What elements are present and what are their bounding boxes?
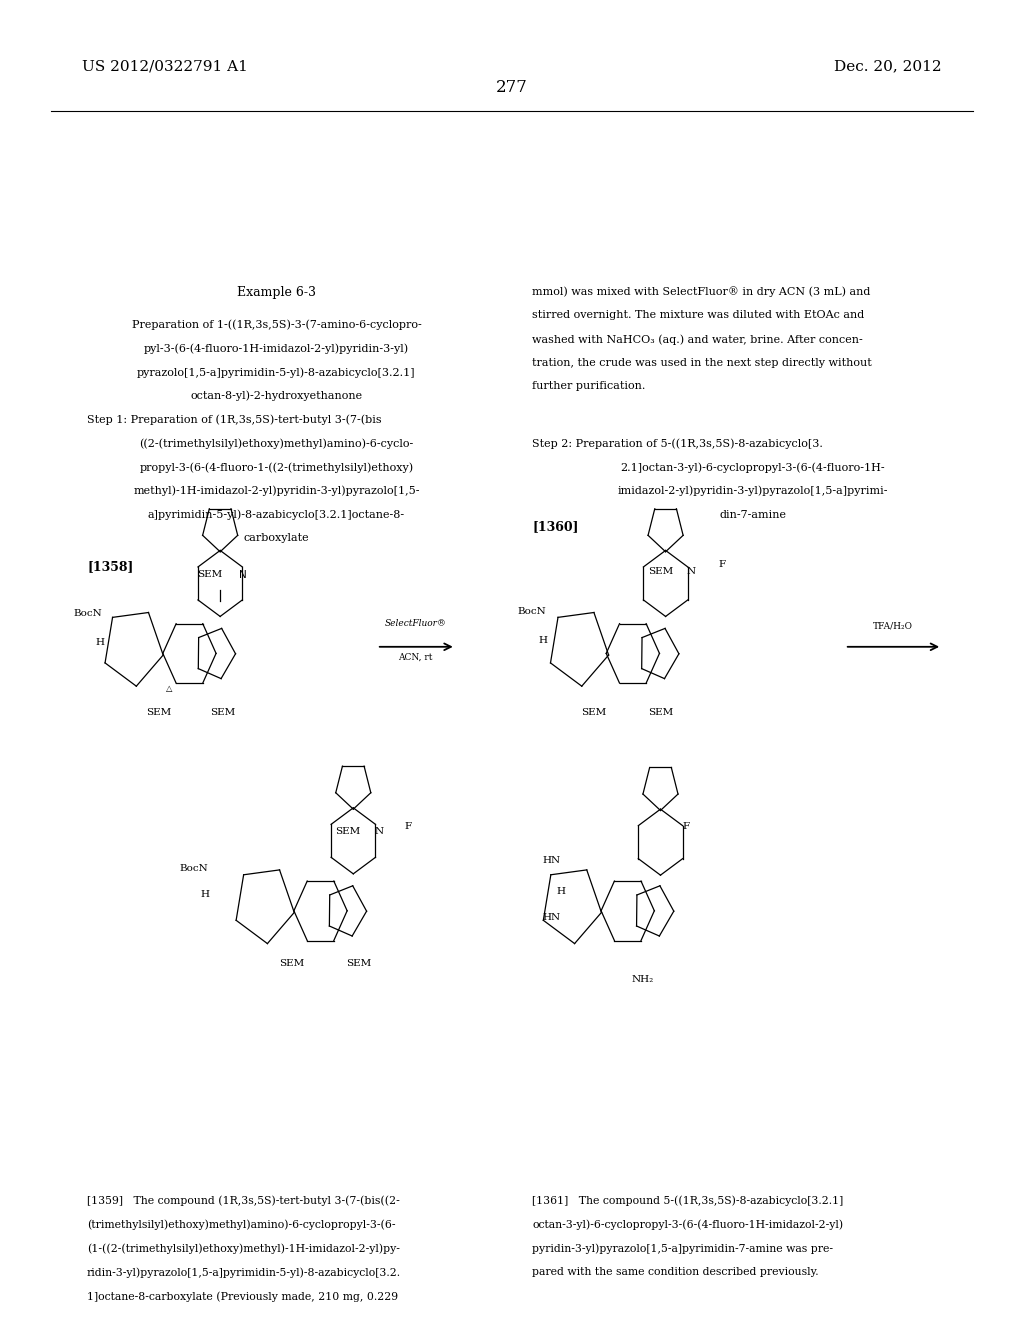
Text: SEM: SEM — [280, 960, 304, 968]
Text: HN: HN — [543, 857, 561, 865]
Text: US 2012/0322791 A1: US 2012/0322791 A1 — [82, 59, 248, 74]
Text: (1-((2-(trimethylsilyl)ethoxy)methyl)-1H-imidazol-2-yl)py-: (1-((2-(trimethylsilyl)ethoxy)methyl)-1H… — [87, 1243, 400, 1254]
Text: SEM: SEM — [582, 709, 606, 717]
Text: further purification.: further purification. — [532, 381, 646, 392]
Text: NH₂: NH₂ — [632, 975, 654, 983]
Text: Step 2: Preparation of 5-((1R,3s,5S)-8-azabicyclo[3.: Step 2: Preparation of 5-((1R,3s,5S)-8-a… — [532, 438, 823, 449]
Text: SEM: SEM — [346, 960, 371, 968]
Text: carboxylate: carboxylate — [244, 533, 309, 544]
Text: (trimethylsilyl)ethoxy)methyl)amino)-6-cyclopropyl-3-(6-: (trimethylsilyl)ethoxy)methyl)amino)-6-c… — [87, 1220, 395, 1230]
Text: SEM: SEM — [211, 709, 236, 717]
Text: F: F — [404, 822, 411, 830]
Text: tration, the crude was used in the next step directly without: tration, the crude was used in the next … — [532, 358, 872, 368]
Text: pared with the same condition described previously.: pared with the same condition described … — [532, 1267, 819, 1278]
Text: H: H — [539, 636, 547, 644]
Text: [1361]   The compound 5-((1R,3s,5S)-8-azabicyclo[3.2.1]: [1361] The compound 5-((1R,3s,5S)-8-azab… — [532, 1196, 844, 1206]
Text: 1]octane-8-carboxylate (Previously made, 210 mg, 0.229: 1]octane-8-carboxylate (Previously made,… — [87, 1291, 398, 1302]
Text: imidazol-2-yl)pyridin-3-yl)pyrazolo[1,5-a]pyrimi-: imidazol-2-yl)pyridin-3-yl)pyrazolo[1,5-… — [617, 486, 888, 496]
Text: TFA/H₂O: TFA/H₂O — [872, 622, 913, 631]
Text: ((2-(trimethylsilyl)ethoxy)methyl)amino)-6-cyclo-: ((2-(trimethylsilyl)ethoxy)methyl)amino)… — [139, 438, 414, 449]
Text: pyridin-3-yl)pyrazolo[1,5-a]pyrimidin-7-amine was pre-: pyridin-3-yl)pyrazolo[1,5-a]pyrimidin-7-… — [532, 1243, 834, 1254]
Text: washed with NaHCO₃ (aq.) and water, brine. After concen-: washed with NaHCO₃ (aq.) and water, brin… — [532, 334, 863, 345]
Text: methyl)-1H-imidazol-2-yl)pyridin-3-yl)pyrazolo[1,5-: methyl)-1H-imidazol-2-yl)pyridin-3-yl)py… — [133, 486, 420, 496]
Text: BocN: BocN — [517, 607, 546, 615]
Text: pyrazolo[1,5-a]pyrimidin-5-yl)-8-azabicyclo[3.2.1]: pyrazolo[1,5-a]pyrimidin-5-yl)-8-azabicy… — [137, 367, 416, 378]
Text: propyl-3-(6-(4-fluoro-1-((2-(trimethylsilyl)ethoxy): propyl-3-(6-(4-fluoro-1-((2-(trimethylsi… — [139, 462, 414, 473]
Text: BocN: BocN — [179, 865, 208, 873]
Text: din-7-amine: din-7-amine — [719, 510, 786, 520]
Text: octan-8-yl)-2-hydroxyethanone: octan-8-yl)-2-hydroxyethanone — [190, 391, 362, 401]
Text: ACN, rt: ACN, rt — [398, 653, 433, 663]
Text: mmol) was mixed with SelectFluor® in dry ACN (3 mL) and: mmol) was mixed with SelectFluor® in dry… — [532, 286, 870, 297]
Text: [1358]: [1358] — [87, 560, 133, 573]
Text: pyl-3-(6-(4-fluoro-1H-imidazol-2-yl)pyridin-3-yl): pyl-3-(6-(4-fluoro-1H-imidazol-2-yl)pyri… — [144, 343, 409, 354]
Text: SEM: SEM — [336, 828, 360, 836]
Text: Dec. 20, 2012: Dec. 20, 2012 — [835, 59, 942, 74]
Text: ridin-3-yl)pyrazolo[1,5-a]pyrimidin-5-yl)-8-azabicyclo[3.2.: ridin-3-yl)pyrazolo[1,5-a]pyrimidin-5-yl… — [87, 1267, 401, 1278]
Text: [1359]   The compound (1R,3s,5S)-tert-butyl 3-(7-(bis((2-: [1359] The compound (1R,3s,5S)-tert-buty… — [87, 1196, 399, 1206]
Text: [1360]: [1360] — [532, 520, 579, 533]
Text: △: △ — [166, 685, 172, 693]
Text: N: N — [687, 568, 695, 576]
Text: a]pyrimidin-5-yl)-8-azabicyclo[3.2.1]octane-8-: a]pyrimidin-5-yl)-8-azabicyclo[3.2.1]oct… — [147, 510, 406, 520]
Text: H: H — [201, 891, 209, 899]
Text: H: H — [96, 639, 104, 647]
Text: octan-3-yl)-6-cyclopropyl-3-(6-(4-fluoro-1H-imidazol-2-yl): octan-3-yl)-6-cyclopropyl-3-(6-(4-fluoro… — [532, 1220, 844, 1230]
Text: Preparation of 1-((1R,3s,5S)-3-(7-amino-6-cyclopro-: Preparation of 1-((1R,3s,5S)-3-(7-amino-… — [132, 319, 421, 330]
Text: $\mathsf{N}$: $\mathsf{N}$ — [239, 568, 247, 581]
Text: N: N — [375, 828, 383, 836]
Text: Example 6-3: Example 6-3 — [237, 286, 316, 300]
Text: SEM: SEM — [648, 568, 673, 576]
Text: H: H — [557, 887, 565, 895]
Text: SEM: SEM — [198, 570, 222, 578]
Text: Step 1: Preparation of (1R,3s,5S)-tert-butyl 3-(7-(bis: Step 1: Preparation of (1R,3s,5S)-tert-b… — [87, 414, 382, 425]
Text: 277: 277 — [496, 79, 528, 96]
Text: F: F — [683, 822, 689, 830]
Text: SEM: SEM — [146, 709, 171, 717]
Text: HN: HN — [543, 913, 561, 921]
Text: F: F — [719, 561, 725, 569]
Text: SelectFluor®: SelectFluor® — [385, 619, 446, 628]
Text: SEM: SEM — [648, 709, 673, 717]
Text: 2.1]octan-3-yl)-6-cyclopropyl-3-(6-(4-fluoro-1H-: 2.1]octan-3-yl)-6-cyclopropyl-3-(6-(4-fl… — [621, 462, 885, 473]
Text: stirred overnight. The mixture was diluted with EtOAc and: stirred overnight. The mixture was dilut… — [532, 310, 864, 321]
Text: BocN: BocN — [74, 610, 102, 618]
